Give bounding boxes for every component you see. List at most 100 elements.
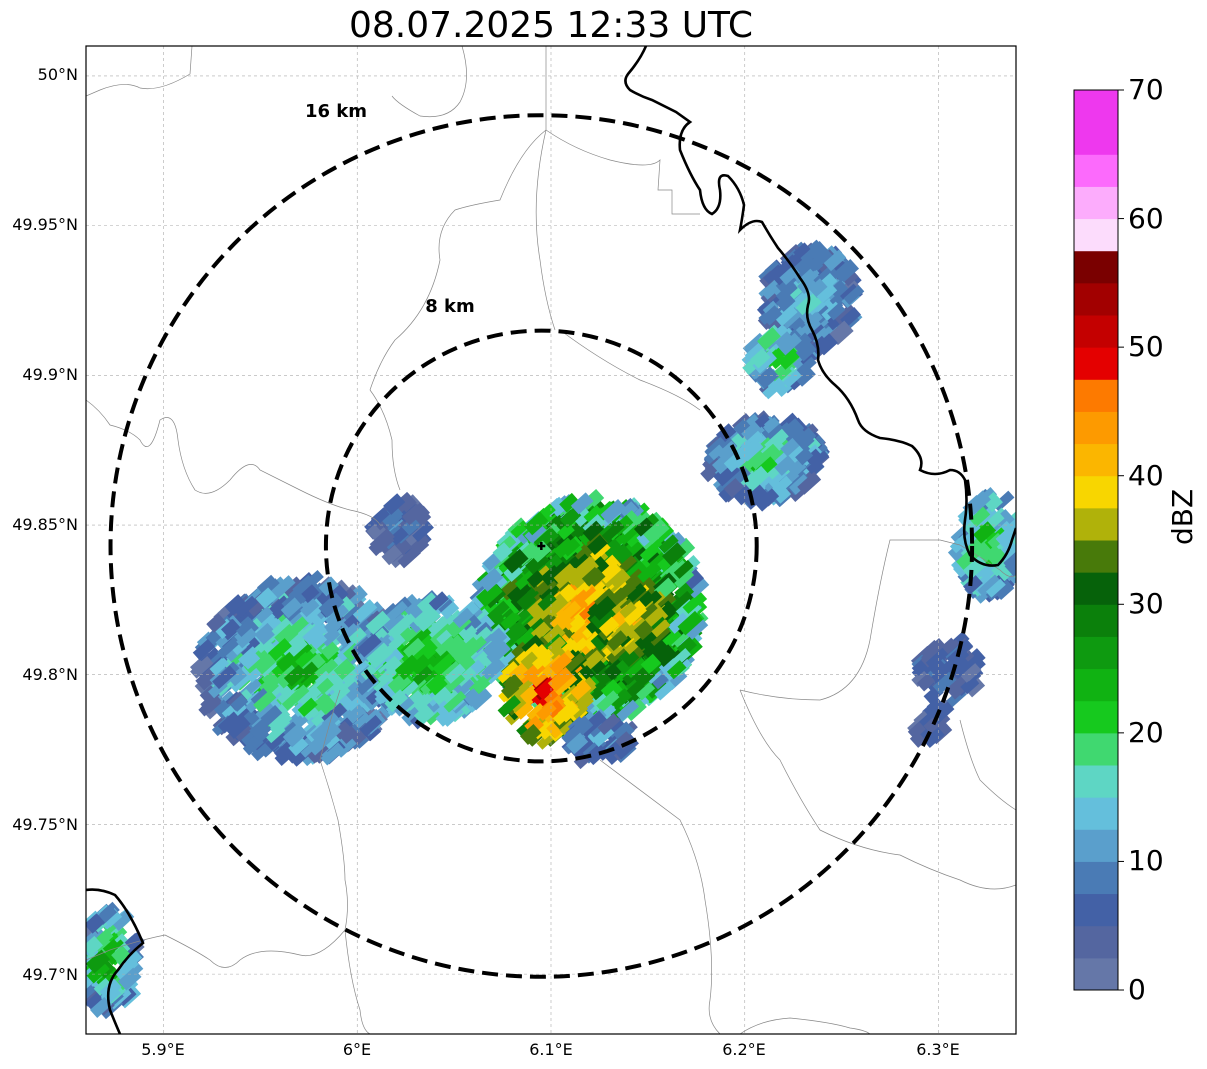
echo-cell: [240, 650, 261, 670]
echo-cell: [224, 713, 251, 740]
echo-cell: [797, 471, 822, 495]
echo-cell: [260, 704, 283, 727]
colorbar-segment: [1074, 732, 1118, 766]
echo-cell: [588, 690, 611, 712]
echo-cell: [667, 612, 690, 634]
echo-cell: [807, 447, 830, 469]
echo-cell: [547, 667, 574, 692]
echo-cell: [763, 417, 780, 434]
echo-cell: [570, 618, 589, 637]
echo-cell: [428, 591, 449, 611]
echo-cell: [795, 340, 817, 362]
range-rings: [108, 113, 975, 979]
echo-cell: [288, 736, 309, 757]
echo-cell: [397, 545, 421, 569]
echo-cell: [280, 597, 303, 619]
echo-cell: [300, 598, 320, 618]
echo-cell: [571, 637, 589, 654]
echo-cell: [571, 505, 593, 527]
echo-cell: [413, 704, 435, 726]
longitude-tick-label: 6.3°E: [916, 1040, 960, 1059]
echo-cell: [86, 982, 97, 1003]
echo-cell: [652, 673, 669, 690]
echo-cell: [516, 591, 537, 612]
echo-cell: [610, 688, 633, 710]
map-frame: [85, 45, 1017, 1035]
echo-cell: [741, 421, 761, 441]
echo-cell: [774, 331, 794, 350]
echo-cell: [793, 242, 811, 260]
ring-label-8km: 8 km: [425, 296, 475, 317]
echo-cell: [118, 967, 142, 991]
echo-cell: [833, 303, 858, 326]
echo-cell: [86, 928, 101, 952]
echo-cell: [532, 648, 555, 670]
colorbar-tick-label: 70: [1128, 73, 1164, 106]
echo-cell: [369, 528, 395, 553]
echo-cell: [486, 600, 510, 623]
echo-cell: [461, 636, 482, 658]
echo-cell: [277, 686, 297, 706]
echo-cell: [791, 332, 813, 353]
map-title: 08.07.2025 12:33 UTC: [348, 5, 754, 46]
reflectivity-echoes: [86, 239, 1016, 1020]
echo-cell: [366, 642, 393, 669]
echo-cell: [666, 660, 687, 680]
echo-cell: [519, 723, 542, 746]
colorbar-segment: [1074, 250, 1118, 284]
echo-cell: [469, 688, 493, 711]
echo-cell: [547, 636, 566, 655]
echo-cell: [345, 704, 367, 724]
echo-cell: [190, 656, 214, 679]
echo-cell: [585, 743, 608, 766]
echo-cell: [570, 679, 592, 701]
echo-cell: [928, 658, 947, 677]
echo-cell: [500, 680, 520, 699]
echo-cell: [318, 592, 345, 618]
echo-cell: [773, 303, 798, 327]
latitude-tick-label: 49.85°N: [12, 515, 78, 534]
echo-cell: [235, 617, 259, 641]
echo-cell: [220, 618, 241, 638]
echo-cell: [431, 686, 452, 706]
echo-cell: [601, 520, 625, 543]
echo-cell: [347, 697, 365, 715]
echo-cell: [705, 436, 727, 457]
echo-cell: [627, 587, 651, 610]
longitude-tick-label: 6.1°E: [529, 1040, 573, 1059]
colorbar-segment: [1074, 90, 1118, 123]
echo-cell: [558, 600, 582, 623]
echo-cell: [963, 575, 983, 595]
latitude-tick-label: 49.7°N: [22, 965, 78, 984]
echo-cell: [314, 670, 333, 688]
echo-cell: [271, 575, 296, 599]
echo-cell: [829, 279, 850, 300]
echo-cell: [674, 582, 695, 602]
echo-cell: [639, 539, 665, 563]
echo-cell: [267, 708, 291, 731]
echo-cell: [432, 653, 456, 676]
echo-cell: [124, 932, 142, 950]
echo-cell: [475, 581, 503, 608]
echo-cell: [111, 945, 132, 966]
echo-cell: [682, 597, 700, 614]
echo-cell: [962, 555, 988, 580]
colorbar-tick-label: 20: [1128, 715, 1164, 749]
colorbar-tick-label: 30: [1128, 587, 1164, 621]
echo-cell: [481, 661, 501, 680]
echo-cell: [377, 667, 397, 686]
echo-cell: [566, 732, 589, 755]
echo-cell: [561, 537, 581, 557]
echo-cell: [359, 714, 383, 737]
colorbar-segment: [1074, 604, 1118, 637]
echo-cell: [762, 377, 786, 400]
echo-cell: [600, 499, 627, 524]
echo-cell: [236, 627, 258, 649]
echo-cell: [968, 506, 991, 528]
echo-cell: [590, 541, 611, 562]
latitude-tick-label: 49.9°N: [22, 365, 78, 384]
echo-cell: [654, 680, 676, 701]
echo-cell: [633, 620, 655, 641]
echo-cell: [686, 619, 709, 641]
colorbar-tick-label: 10: [1128, 844, 1164, 878]
